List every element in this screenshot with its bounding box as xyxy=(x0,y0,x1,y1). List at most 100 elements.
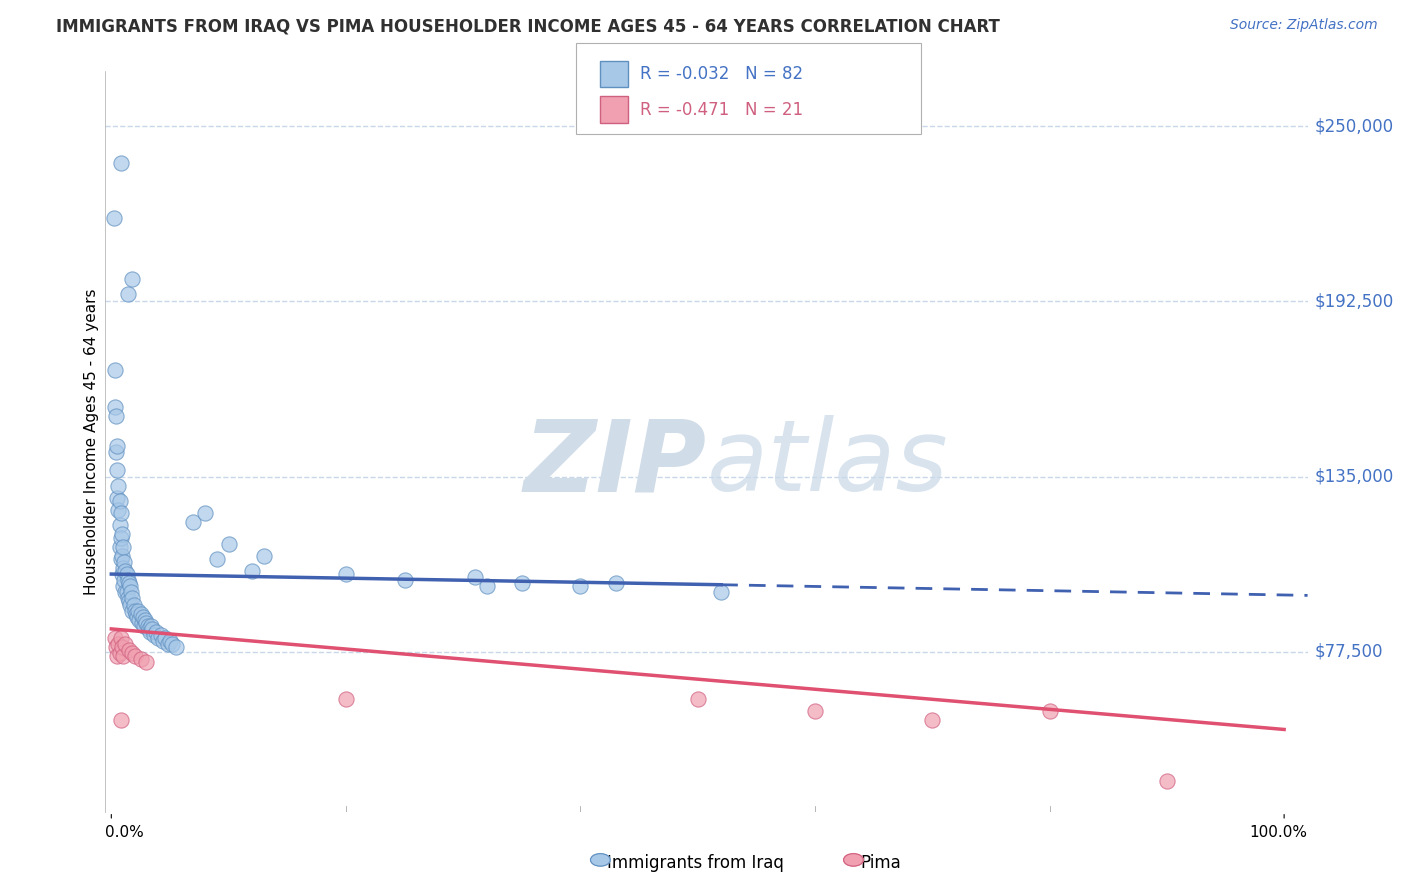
Point xyxy=(155,631,177,645)
Point xyxy=(108,646,131,660)
Point xyxy=(105,409,128,423)
Text: 100.0%: 100.0% xyxy=(1250,825,1308,840)
Point xyxy=(138,622,160,636)
Point xyxy=(127,604,149,618)
Point xyxy=(110,714,132,728)
Point xyxy=(142,628,165,642)
Point xyxy=(110,531,132,545)
Point xyxy=(117,573,139,587)
Point xyxy=(139,624,162,639)
Point xyxy=(103,211,125,225)
Text: ZIP: ZIP xyxy=(523,416,707,512)
Point xyxy=(128,613,150,627)
Point xyxy=(148,631,170,645)
Point xyxy=(131,615,153,630)
Point xyxy=(115,567,138,582)
Point xyxy=(149,628,172,642)
Point xyxy=(129,652,152,666)
Text: $77,500: $77,500 xyxy=(1315,643,1384,661)
Point xyxy=(152,634,174,648)
Point xyxy=(104,400,127,414)
Point xyxy=(112,561,135,575)
Text: R = -0.032   N = 82: R = -0.032 N = 82 xyxy=(640,65,803,83)
Point xyxy=(112,540,135,554)
Point xyxy=(686,692,709,706)
Point xyxy=(156,637,179,651)
Point xyxy=(165,640,187,655)
Point xyxy=(921,714,943,728)
Text: 0.0%: 0.0% xyxy=(105,825,145,840)
Point xyxy=(117,286,139,301)
Point xyxy=(124,649,146,664)
Point xyxy=(111,549,134,563)
Point xyxy=(107,479,129,493)
Point xyxy=(159,634,181,648)
Point xyxy=(162,637,184,651)
Point xyxy=(105,439,128,453)
Point xyxy=(120,598,142,612)
Point xyxy=(117,591,139,606)
Point xyxy=(111,567,134,582)
Point xyxy=(218,536,240,550)
Point xyxy=(335,567,357,582)
Point xyxy=(110,631,132,645)
Text: Pima: Pima xyxy=(860,855,901,872)
Point xyxy=(134,619,156,633)
Text: IMMIGRANTS FROM IRAQ VS PIMA HOUSEHOLDER INCOME AGES 45 - 64 YEARS CORRELATION C: IMMIGRANTS FROM IRAQ VS PIMA HOUSEHOLDER… xyxy=(56,18,1000,36)
Point xyxy=(121,591,143,606)
Point xyxy=(120,579,142,593)
Point xyxy=(118,643,141,657)
Point xyxy=(127,609,149,624)
Point xyxy=(605,576,627,591)
Point xyxy=(114,637,136,651)
Point xyxy=(569,579,592,593)
Point xyxy=(105,445,128,459)
Point xyxy=(710,585,733,599)
Point xyxy=(118,576,141,591)
Point xyxy=(118,594,141,608)
Point xyxy=(464,570,486,584)
Text: $250,000: $250,000 xyxy=(1315,117,1393,136)
Text: $192,500: $192,500 xyxy=(1315,293,1393,310)
Point xyxy=(112,573,135,587)
Point xyxy=(105,491,128,505)
Point xyxy=(145,624,167,639)
Point xyxy=(121,604,143,618)
Point xyxy=(111,527,134,541)
Point xyxy=(335,692,357,706)
Point xyxy=(125,607,148,621)
Text: $135,000: $135,000 xyxy=(1315,467,1393,485)
Point xyxy=(1156,774,1178,789)
Point xyxy=(105,640,128,655)
Point xyxy=(110,552,132,566)
Point xyxy=(107,637,129,651)
Point xyxy=(107,503,129,517)
Point xyxy=(114,564,136,578)
Point xyxy=(121,646,143,660)
Point xyxy=(129,607,152,621)
Point xyxy=(205,552,228,566)
Point xyxy=(134,613,156,627)
Y-axis label: Householder Income Ages 45 - 64 years: Householder Income Ages 45 - 64 years xyxy=(83,288,98,595)
Point xyxy=(183,516,205,530)
Point xyxy=(108,540,131,554)
Point xyxy=(104,363,127,377)
Text: Source: ZipAtlas.com: Source: ZipAtlas.com xyxy=(1230,18,1378,32)
Point xyxy=(104,631,127,645)
Point xyxy=(253,549,276,563)
Point xyxy=(136,619,159,633)
Point xyxy=(112,555,135,569)
Point xyxy=(510,576,533,591)
Point xyxy=(141,622,163,636)
Point xyxy=(105,463,128,477)
Point xyxy=(114,585,136,599)
Point xyxy=(121,271,143,285)
Point xyxy=(194,506,217,520)
Point xyxy=(112,649,135,664)
Point xyxy=(804,704,827,718)
Point xyxy=(111,640,134,655)
Point xyxy=(135,656,157,670)
Point xyxy=(115,585,138,599)
Point xyxy=(132,609,155,624)
Point xyxy=(110,506,132,520)
